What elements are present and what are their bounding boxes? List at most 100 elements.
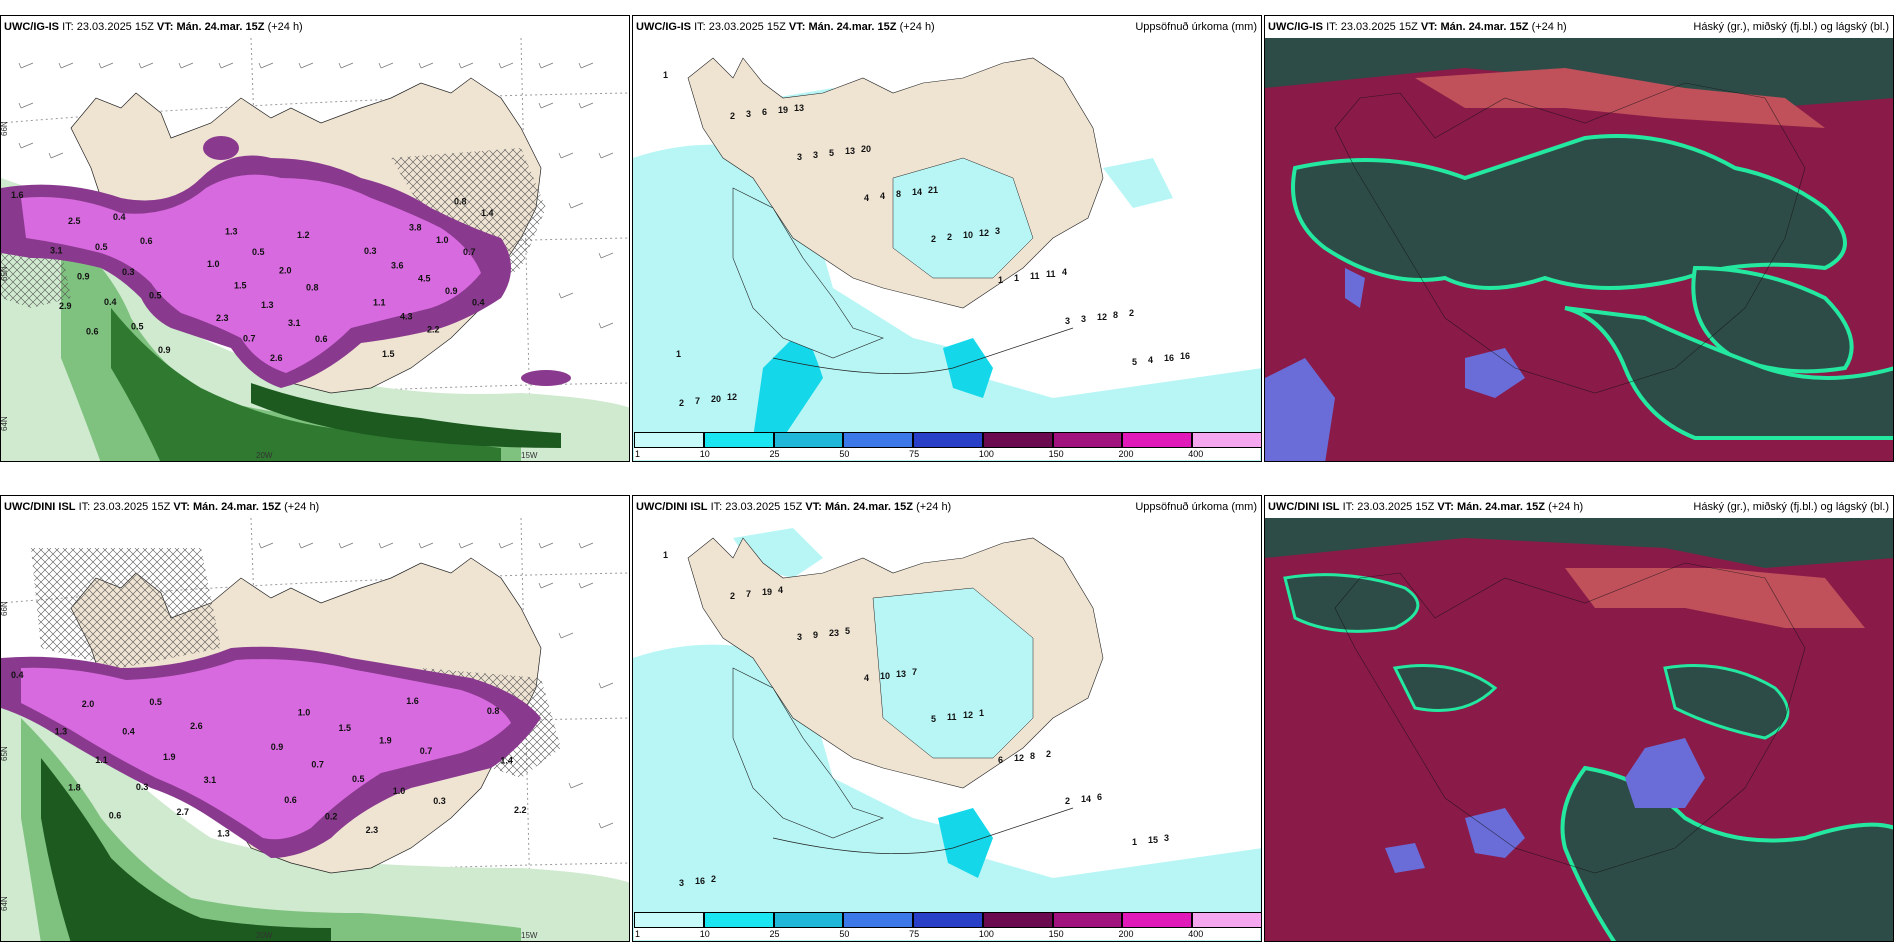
value-label: 1.1 (95, 755, 108, 765)
model-name: UWC/IG-IS (636, 21, 691, 33)
value-label: 4.3 (400, 311, 413, 321)
axis-lon-label: 20W (256, 931, 273, 940)
value-label: 12 (1097, 312, 1107, 322)
value-label: 3 (1081, 314, 1086, 324)
it-label: IT: (710, 501, 723, 513)
value-label: 3 (1164, 833, 1169, 843)
value-label: 7 (912, 667, 917, 677)
wind-precip-svg: 66N 65N 64N 20W 15W 1.6 3.1 2.9 2.5 0.9 0.6 0.… (1, 38, 629, 461)
value-label: 4 (880, 191, 885, 201)
lead-time: (+24 h) (916, 501, 952, 513)
value-label: 12 (727, 392, 737, 402)
axis-lat-label: 65N (1, 746, 9, 761)
legend-tick: 1 (635, 449, 641, 459)
value-label: 1 (1014, 273, 1019, 283)
value-label: 1.2 (297, 230, 310, 240)
panel-header: UWC/DINI ISL IT: 23.03.2025 15Z VT: Mán.… (633, 496, 1261, 518)
cloud-title: Háský (gr.), miðský (fj.bl.) og lágský (… (1693, 21, 1889, 33)
value-label: 21 (928, 185, 938, 195)
legend-tick: 50 (839, 929, 850, 939)
vt-value: Mán. 24.mar. 15Z (824, 501, 913, 513)
value-label: 1.4 (481, 208, 494, 218)
legend-tick: 100 (978, 449, 994, 459)
value-label: 13 (896, 669, 906, 679)
value-label: 2.6 (270, 353, 283, 363)
value-label: 2.2 (514, 805, 527, 815)
value-label: 2.3 (216, 313, 229, 323)
axis-lat-label: 66N (1, 121, 9, 136)
value-label: 0.6 (86, 327, 99, 337)
value-label: 0.7 (463, 247, 476, 257)
value-label: 2.3 (366, 825, 379, 835)
value-label: 2 (947, 232, 952, 242)
value-label: 2.7 (177, 807, 190, 817)
value-label: 0.8 (487, 706, 500, 716)
axis-lon-label: 15W (521, 451, 538, 460)
panel-header: UWC/IG-IS IT: 23.03.2025 15Z VT: Mán. 24… (1, 16, 629, 38)
lead-time: (+24 h) (1531, 21, 1567, 33)
legend-swatch (634, 912, 704, 928)
panel-row1-accum-precip: UWC/IG-IS IT: 23.03.2025 15Z VT: Mán. 24… (632, 15, 1262, 462)
cloud-title: Háský (gr.), miðský (fj.bl.) og lágský (… (1693, 501, 1889, 513)
value-label: 3 (995, 226, 1000, 236)
value-label: 0.8 (306, 282, 319, 292)
value-label: 0.9 (158, 345, 171, 355)
value-label: 1.9 (163, 752, 176, 762)
legend-tick: 200 (1118, 929, 1134, 939)
value-label: 4 (778, 585, 783, 595)
legend-swatch (982, 432, 1053, 448)
model-name: UWC/DINI ISL (636, 501, 708, 513)
value-label: 14 (1081, 794, 1091, 804)
value-label: 8 (896, 189, 901, 199)
value-label: 3 (746, 109, 751, 119)
model-name: UWC/DINI ISL (4, 501, 76, 513)
value-label: 1.5 (339, 723, 352, 733)
legend-tick: 10 (699, 449, 710, 459)
value-label: 1.5 (234, 280, 247, 290)
value-label: 12 (963, 710, 973, 720)
value-label: 2.2 (427, 324, 440, 334)
value-label: 8 (1030, 751, 1035, 761)
legend-swatch (773, 912, 844, 928)
value-label: 3 (813, 150, 818, 160)
vt-label: VT: (1437, 501, 1454, 513)
value-label: 1.0 (207, 259, 220, 269)
accum-precip-map: 1 2 3 4 2 1 3 5 2 3 3 4 2 1 3 4 7 6 5 8 10 11 12 16 20 19 13 14 12 11… (633, 38, 1261, 461)
value-label: 3.1 (50, 245, 63, 255)
wind-barbs (18, 62, 614, 329)
vt-value: Mán. 24.mar. 15Z (1440, 21, 1529, 33)
value-label: 1.9 (379, 736, 392, 746)
value-label: 3 (797, 632, 802, 642)
lead-time: (+24 h) (1548, 501, 1584, 513)
value-label: 2 (730, 111, 735, 121)
it-label: IT: (62, 21, 74, 33)
cloud-map (1265, 518, 1893, 941)
value-label: 0.3 (122, 267, 135, 277)
value-label: 1.0 (436, 235, 449, 245)
value-label: 0.4 (472, 298, 485, 308)
accum-precip-svg: 1234213523342134765810111216201913141211… (633, 38, 1261, 461)
value-label: 1.3 (55, 726, 68, 736)
vt-label: VT: (788, 21, 806, 33)
axis-lat-label: 64N (1, 896, 9, 911)
legend-swatch (1052, 432, 1123, 448)
legend-swatch (982, 912, 1053, 928)
lead-time: (+24 h) (267, 21, 303, 33)
legend-tick: 200 (1118, 449, 1134, 459)
it-value: 23.03.2025 15Z (725, 501, 803, 513)
legend-swatch (1122, 432, 1193, 448)
value-label: 0.7 (420, 746, 433, 756)
value-label: 20 (711, 394, 721, 404)
value-label: 1.4 (500, 756, 513, 766)
legend-swatch (703, 432, 774, 448)
value-label: 1.3 (217, 829, 230, 839)
axis-lon-label: 20W (256, 451, 273, 460)
vt-value: Mán. 24.mar. 15Z (176, 21, 265, 33)
cloud-map (1265, 38, 1893, 461)
value-label: 7 (695, 396, 700, 406)
panel-row2-wind-precip: UWC/DINI ISL IT: 23.03.2025 15Z VT: Mán.… (0, 495, 630, 942)
value-label: 3 (1065, 316, 1070, 326)
value-labels: 1234213523342134765810111216201913141211… (663, 70, 1190, 408)
value-label: 5 (845, 626, 850, 636)
